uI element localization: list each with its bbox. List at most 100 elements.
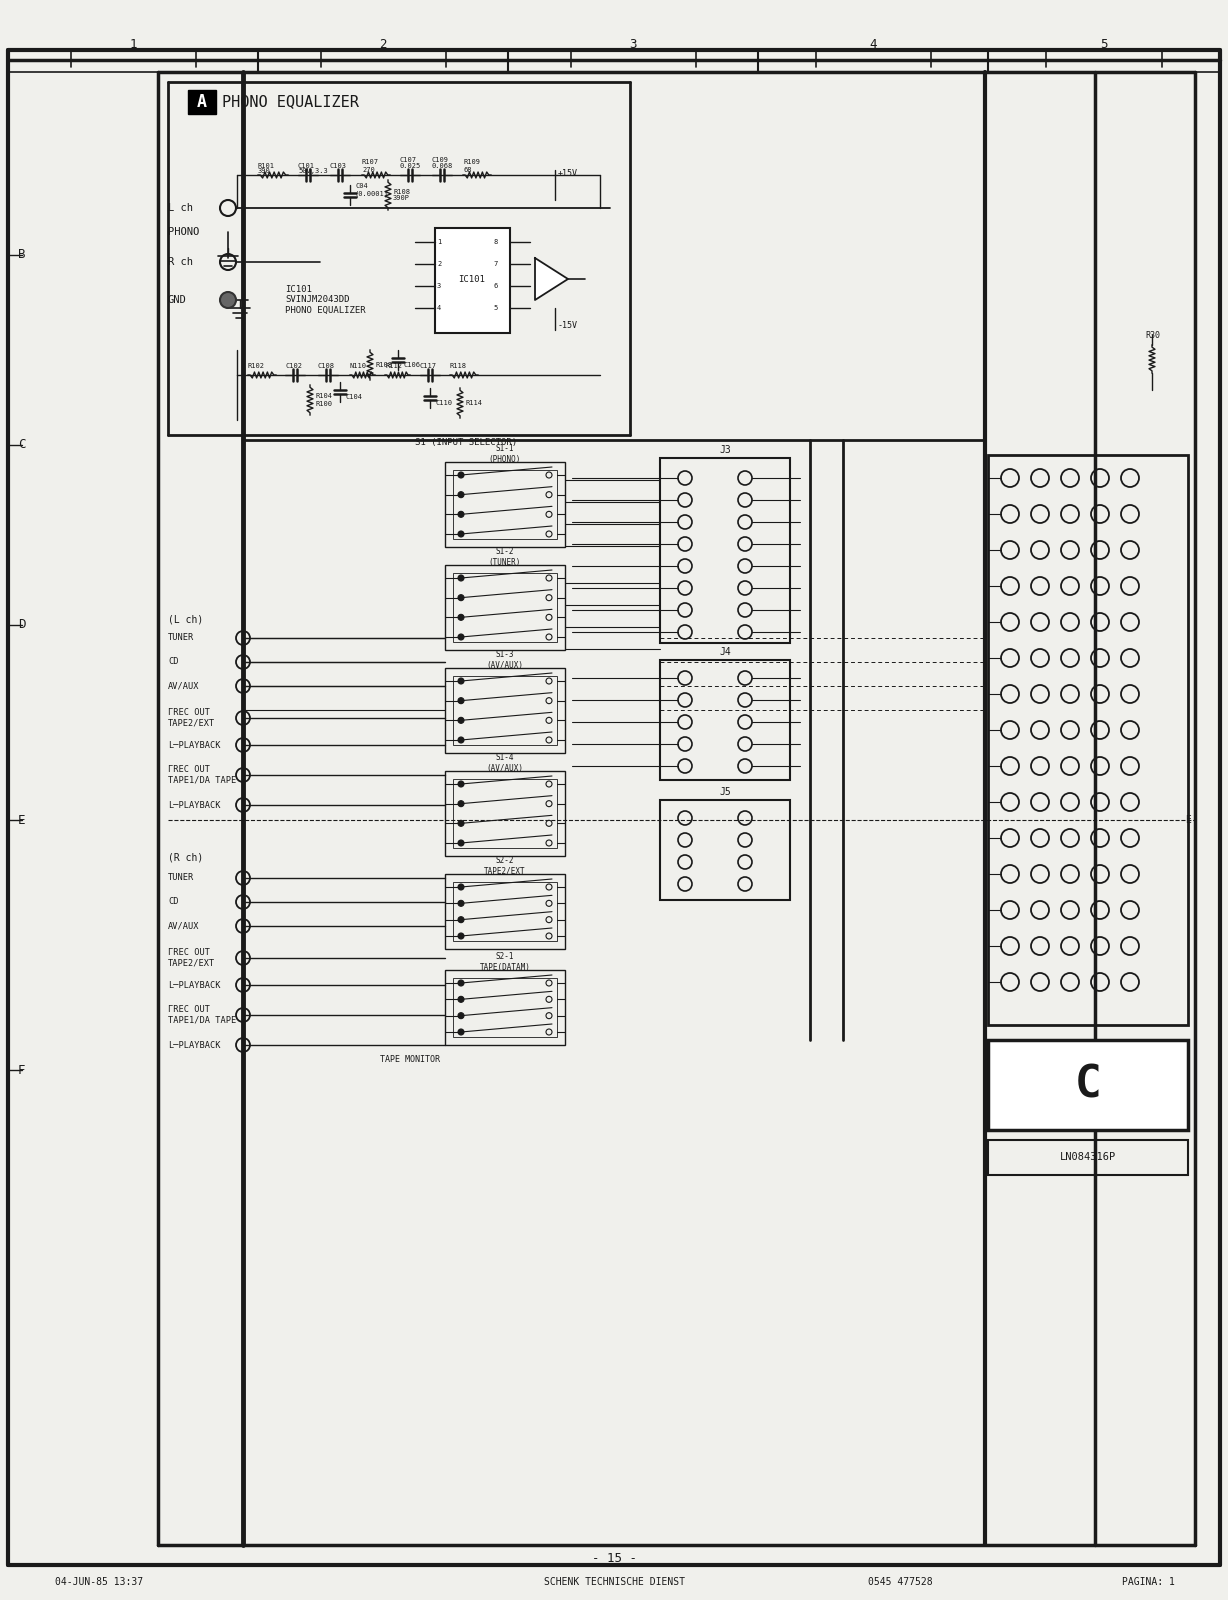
Circle shape xyxy=(458,595,464,600)
Text: R108: R108 xyxy=(375,362,392,368)
Text: TUNER: TUNER xyxy=(168,634,194,643)
Text: C104: C104 xyxy=(345,394,362,400)
Circle shape xyxy=(458,472,464,478)
Circle shape xyxy=(458,840,464,846)
Text: 4: 4 xyxy=(437,306,441,310)
Bar xyxy=(453,882,558,941)
Circle shape xyxy=(458,614,464,621)
Text: CD: CD xyxy=(168,658,178,667)
Circle shape xyxy=(458,491,464,498)
Bar xyxy=(989,454,1187,1026)
Text: S1-1
(PHONO): S1-1 (PHONO) xyxy=(489,445,521,464)
Text: R114: R114 xyxy=(465,400,483,406)
Text: -15V: -15V xyxy=(558,322,578,331)
Text: S1-3
(AV/AUX): S1-3 (AV/AUX) xyxy=(486,650,523,670)
Text: S1-2
(TUNER): S1-2 (TUNER) xyxy=(489,547,521,566)
Circle shape xyxy=(458,933,464,939)
Bar xyxy=(445,669,565,754)
Text: - 15 -: - 15 - xyxy=(592,1552,636,1565)
Text: 390: 390 xyxy=(258,168,270,174)
Text: AV/AUX: AV/AUX xyxy=(168,922,199,931)
Bar xyxy=(445,874,565,949)
Text: R109
68: R109 68 xyxy=(463,160,480,173)
Text: 8: 8 xyxy=(494,238,499,245)
Text: L ch: L ch xyxy=(168,203,193,213)
Text: L─PLAYBACK: L─PLAYBACK xyxy=(168,741,221,749)
Text: 50V,3.3: 50V,3.3 xyxy=(298,168,328,174)
Circle shape xyxy=(458,781,464,787)
Circle shape xyxy=(458,634,464,640)
Circle shape xyxy=(458,997,464,1002)
Text: L─PLAYBACK: L─PLAYBACK xyxy=(168,1040,221,1050)
Circle shape xyxy=(458,531,464,538)
Text: C106: C106 xyxy=(403,362,420,368)
Text: AV/AUX: AV/AUX xyxy=(168,682,199,691)
Text: L─PLAYBACK: L─PLAYBACK xyxy=(168,981,221,989)
Bar xyxy=(453,573,558,642)
Text: 2: 2 xyxy=(379,37,387,51)
Text: 5: 5 xyxy=(1100,37,1108,51)
Text: J3: J3 xyxy=(720,445,731,454)
Text: (R ch): (R ch) xyxy=(168,853,204,862)
Text: CD: CD xyxy=(168,898,178,907)
Text: ΓREC OUT
TAPE2/EXT: ΓREC OUT TAPE2/EXT xyxy=(168,949,215,968)
Text: C: C xyxy=(1074,1064,1102,1107)
Text: C107
0.025: C107 0.025 xyxy=(400,157,421,170)
Text: S1-4
(AV/AUX): S1-4 (AV/AUX) xyxy=(486,754,523,773)
Circle shape xyxy=(458,979,464,986)
Text: C109
0.068: C109 0.068 xyxy=(432,157,453,170)
Text: PHONO EQUALIZER: PHONO EQUALIZER xyxy=(222,94,359,109)
Text: C110: C110 xyxy=(435,400,452,406)
Circle shape xyxy=(220,291,236,307)
Bar xyxy=(453,470,558,539)
Bar xyxy=(435,227,510,333)
Text: C: C xyxy=(18,438,26,451)
Circle shape xyxy=(458,917,464,923)
Text: 3: 3 xyxy=(629,37,637,51)
Circle shape xyxy=(458,678,464,685)
Circle shape xyxy=(458,738,464,742)
Text: R ch: R ch xyxy=(168,258,193,267)
Bar xyxy=(445,771,565,856)
Bar xyxy=(659,800,790,899)
Circle shape xyxy=(458,901,464,906)
Circle shape xyxy=(458,1029,464,1035)
Text: PAGINA: 1: PAGINA: 1 xyxy=(1122,1578,1175,1587)
Text: GND: GND xyxy=(168,294,187,306)
Text: C117: C117 xyxy=(420,363,437,370)
Text: S2-1
TAPE(DATAM): S2-1 TAPE(DATAM) xyxy=(480,952,530,971)
Text: (L ch): (L ch) xyxy=(168,614,204,626)
Text: ΓREC OUT
TAPE2/EXT: ΓREC OUT TAPE2/EXT xyxy=(168,709,215,728)
Text: S1 (INPUT SELECTOR): S1 (INPUT SELECTOR) xyxy=(415,438,517,448)
Text: C108: C108 xyxy=(318,363,335,370)
Text: C101: C101 xyxy=(298,163,316,170)
Text: 6: 6 xyxy=(494,283,499,290)
Text: R104
R100: R104 R100 xyxy=(316,394,332,406)
Text: C04
(0.0001): C04 (0.0001) xyxy=(355,184,389,197)
Text: 1: 1 xyxy=(129,37,136,51)
Text: D: D xyxy=(18,619,26,632)
Text: C103: C103 xyxy=(330,163,348,170)
Circle shape xyxy=(458,698,464,704)
Text: ΓREC OUT
TAPE1/DA TAPE: ΓREC OUT TAPE1/DA TAPE xyxy=(168,1005,236,1024)
Bar xyxy=(453,978,558,1037)
Text: 04-JUN-85 13:37: 04-JUN-85 13:37 xyxy=(55,1578,144,1587)
Text: F: F xyxy=(18,1064,26,1077)
Text: J4: J4 xyxy=(720,646,731,658)
Circle shape xyxy=(458,1013,464,1019)
Circle shape xyxy=(458,800,464,806)
Text: R107
270: R107 270 xyxy=(362,160,379,173)
Text: E: E xyxy=(18,813,26,827)
Circle shape xyxy=(458,821,464,826)
Text: J5: J5 xyxy=(720,787,731,797)
Text: ΓREC OUT
TAPE1/DA TAPE: ΓREC OUT TAPE1/DA TAPE xyxy=(168,765,236,784)
Bar xyxy=(453,779,558,848)
Text: PHONO: PHONO xyxy=(168,227,199,237)
Text: +15V: +15V xyxy=(558,168,578,178)
Text: R102: R102 xyxy=(248,363,265,370)
Polygon shape xyxy=(535,258,569,301)
Text: 2: 2 xyxy=(437,261,441,267)
Text: R108
390P: R108 390P xyxy=(393,189,410,202)
Bar xyxy=(659,659,790,781)
Text: LN084316P: LN084316P xyxy=(1060,1152,1116,1162)
